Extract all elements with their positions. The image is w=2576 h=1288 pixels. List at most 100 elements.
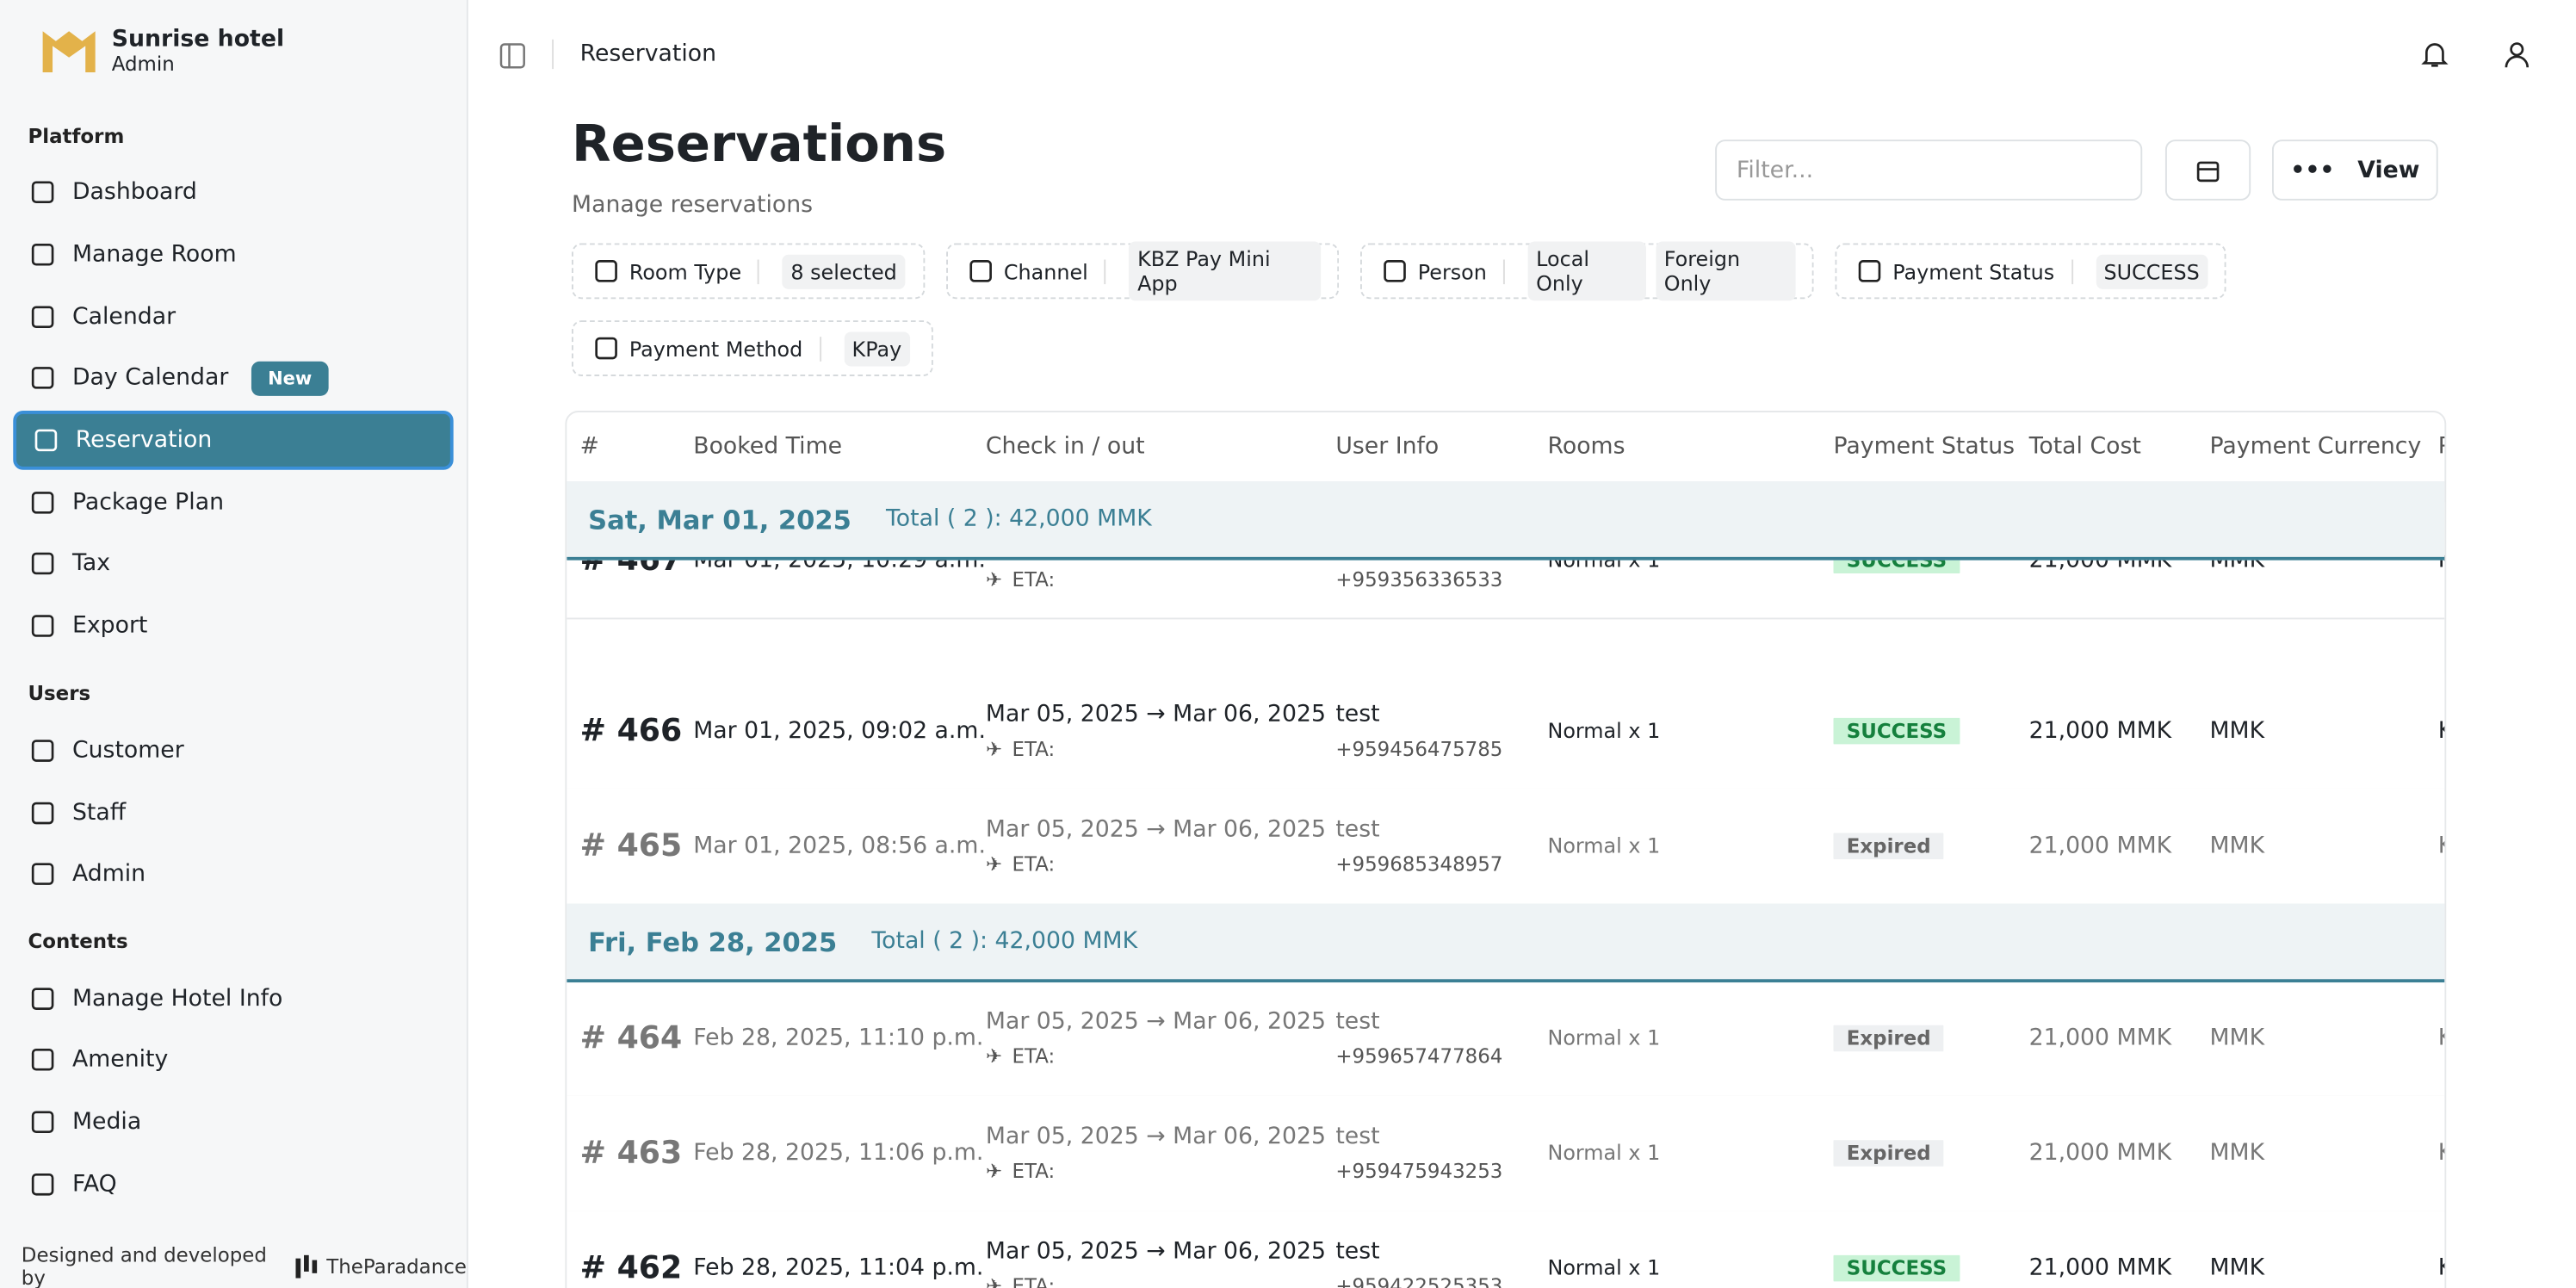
cell: Mar 05, 2025 → Mar 06, 2025 ✈ ETA:	[986, 702, 1335, 761]
nav-label: Package Plan	[71, 489, 225, 517]
eta-label: ETA:	[1012, 737, 1056, 761]
filter-label: Person	[1418, 258, 1505, 284]
cell: # 464	[567, 1020, 693, 1056]
nav-label: Media	[71, 1109, 142, 1136]
company-logo	[296, 1254, 317, 1279]
nav-label: Reservation	[75, 427, 213, 454]
dates: Mar 05, 2025 → Mar 06, 2025	[986, 1124, 1335, 1150]
user-name: test	[1335, 1008, 1380, 1036]
cell: test +959657477864	[1335, 1009, 1547, 1068]
nav-label: Manage Hotel Info	[71, 985, 283, 1012]
currency: MMK	[2209, 1025, 2265, 1052]
reservation-id: # 464	[579, 1019, 683, 1056]
cell: MMK	[2209, 1025, 2437, 1052]
column-header: Payment Method	[2438, 434, 2445, 461]
nav-item[interactable]: Calendar	[13, 288, 453, 347]
column-header: Check in / out	[985, 433, 1145, 461]
plane: ✈	[985, 1274, 1003, 1288]
reservation-row[interactable]: # 463 Feb 28, 2025, 11:06 p.m. Mar 05, 202…	[567, 1095, 2445, 1213]
cell: Check in / out	[986, 434, 1335, 461]
cell: #	[567, 434, 693, 461]
cell: Feb 28, 2025, 11:10 p.m.	[693, 1025, 986, 1052]
filter-chip[interactable]: Payment Status SUCCESS	[1835, 243, 2226, 300]
filter-value: Local Only	[1527, 241, 1646, 301]
icon	[29, 800, 56, 827]
cell: Mar 05, 2025 → Mar 06, 2025 ✈ ETA:	[986, 1124, 1335, 1183]
reservation-id: # 463	[579, 1135, 683, 1172]
cell: 21,000 MMK	[2029, 1255, 2210, 1282]
filter-input[interactable]: Filter...	[1715, 139, 2143, 201]
view-button[interactable]: ••• View	[2271, 139, 2438, 201]
method: KPay	[2438, 1140, 2445, 1167]
footer-text: Designed and developed by	[21, 1243, 267, 1288]
status: Expired	[1833, 1140, 1944, 1167]
nav-label: Staff	[71, 800, 127, 827]
method: KPay	[2438, 1025, 2445, 1052]
reservation-row[interactable]: # 466 Mar 01, 2025, 09:02 a.m. Mar 05, 202…	[567, 673, 2444, 790]
cell: # 466	[567, 713, 693, 749]
nav-item[interactable]: Manage Room	[13, 225, 453, 284]
icon	[29, 1172, 56, 1198]
nav-item[interactable]: Manage Hotel Info	[13, 969, 453, 1029]
role: Admin	[111, 53, 175, 76]
nav-item[interactable]: Tax	[13, 534, 453, 593]
filter-chip[interactable]: Room Type 8 selected	[572, 243, 926, 300]
cell: Expired	[1833, 1140, 2029, 1167]
nav-item[interactable]: Day Calendar New	[13, 349, 453, 408]
check-out: Mar 06, 2025	[1173, 816, 1327, 843]
cell: Total Cost	[2029, 434, 2210, 461]
date-button[interactable]	[2164, 139, 2251, 201]
column-header: User Info	[1335, 433, 1440, 461]
check-in: Mar 05, 2025	[985, 816, 1139, 843]
booked-time: Mar 01, 2025, 09:02 a.m.	[693, 717, 986, 745]
plane: ✈	[985, 737, 1003, 761]
group-date: Sat, Mar 01, 2025	[588, 503, 851, 536]
reservation-row[interactable]: # 465 Mar 01, 2025, 08:56 a.m. Mar 05, 202…	[567, 788, 2444, 906]
cell: Expired	[1833, 833, 2029, 859]
nav-label: Customer	[71, 737, 184, 765]
cell: Normal x 1	[1547, 718, 1833, 745]
cell: MMK	[2209, 718, 2437, 745]
nav-item[interactable]: Export	[13, 597, 453, 656]
nav-item[interactable]: Amenity	[13, 1030, 453, 1089]
icon	[29, 738, 56, 765]
cell: Payment Currency	[2209, 434, 2437, 461]
rooms: Normal x 1	[1547, 1254, 1661, 1280]
currency: MMK	[2209, 833, 2265, 859]
toggle-sidebar[interactable]	[499, 43, 526, 70]
nav-label: Admin	[71, 860, 146, 888]
user-name: test	[1335, 701, 1380, 728]
reservation-row[interactable]: # 462 Feb 28, 2025, 11:04 p.m. Mar 05, 202…	[567, 1211, 2444, 1288]
filter-chip[interactable]: Payment Method KPay	[572, 320, 933, 376]
icon	[29, 1046, 56, 1073]
nav-item[interactable]: Reservation	[13, 411, 454, 470]
icon	[1382, 258, 1409, 285]
brand: Sunrise hotel Admin	[40, 27, 284, 76]
cell: Normal x 1	[1547, 1140, 1833, 1167]
section-title: Contents	[28, 930, 128, 953]
nav-item[interactable]: FAQ	[13, 1155, 453, 1214]
filter-chip[interactable]: Person Local Only Foreign Only	[1359, 241, 1814, 301]
cell: SUCCESS	[1833, 1254, 2029, 1282]
nav-label: Export	[71, 612, 148, 640]
badge: New	[251, 360, 329, 395]
method: KPay	[2438, 718, 2445, 745]
nav-item[interactable]: Media	[13, 1093, 453, 1152]
reservation-row[interactable]: # 464 Feb 28, 2025, 11:10 p.m. Mar 05, 202…	[567, 981, 2445, 1098]
nav-item[interactable]: Admin	[13, 845, 453, 904]
nav-item[interactable]: Staff	[13, 783, 453, 843]
filter-chip[interactable]: Channel KBZ Pay Mini App	[946, 241, 1340, 301]
nav-item[interactable]: Package Plan	[13, 474, 453, 533]
cost: 21,000 MMK	[2028, 1140, 2172, 1167]
notifications[interactable]	[2420, 40, 2449, 69]
nav-item[interactable]: Customer	[13, 721, 453, 781]
phone: +959356336533	[1335, 567, 1503, 591]
profile[interactable]	[2502, 40, 2531, 69]
filter-label: Payment Status	[1892, 258, 2073, 284]
dates: Mar 05, 2025 → Mar 06, 2025	[986, 702, 1335, 728]
eta: ✈ ETA:	[986, 1045, 1335, 1068]
nav-item[interactable]: Dashboard	[13, 163, 453, 222]
dates: Mar 05, 2025 → Mar 06, 2025	[986, 1009, 1335, 1036]
filter-value: SUCCESS	[2095, 253, 2208, 288]
date-group: Fri, Feb 28, 2025 Total ( 2 ): 42,000 MMK	[567, 903, 2445, 983]
